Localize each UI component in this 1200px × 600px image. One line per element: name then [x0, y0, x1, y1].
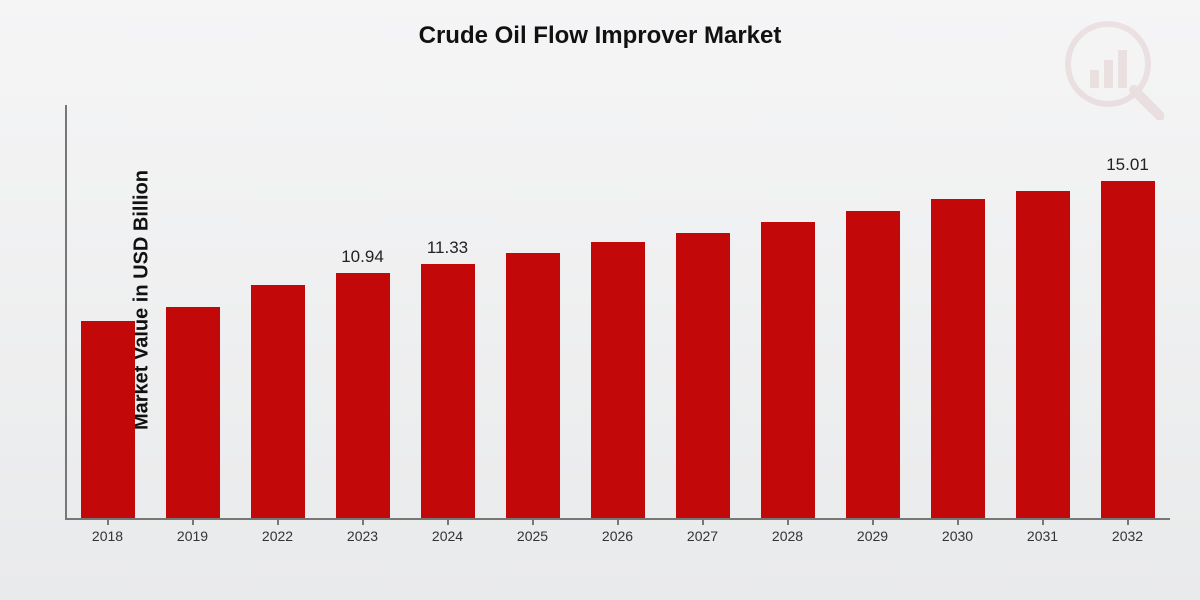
x-tick-label: 2028 [772, 528, 803, 544]
chart-title: Crude Oil Flow Improver Market [0, 22, 1200, 50]
bar-group [676, 233, 730, 518]
x-tick-label: 2019 [177, 528, 208, 544]
bar-group: 15.01 [1101, 181, 1155, 518]
bar-group [506, 253, 560, 518]
bar-group [931, 199, 985, 518]
bar-group [761, 222, 815, 518]
x-tick-label: 2022 [262, 528, 293, 544]
bar [506, 253, 560, 518]
bar [421, 264, 475, 518]
x-tick-label: 2024 [432, 528, 463, 544]
bar-group [81, 321, 135, 518]
bar [1101, 181, 1155, 518]
x-tick-label: 2027 [687, 528, 718, 544]
x-tick-label: 2025 [517, 528, 548, 544]
x-tick-label: 2026 [602, 528, 633, 544]
bar [761, 222, 815, 518]
bar-group: 11.33 [421, 264, 475, 518]
x-tick-label: 2032 [1112, 528, 1143, 544]
bars-container: 10.94 11.33 15.01 [65, 105, 1170, 518]
bar [251, 285, 305, 518]
bar-group [1016, 191, 1070, 519]
bar [336, 273, 390, 518]
x-tick-label: 2018 [92, 528, 123, 544]
bar-value-label: 15.01 [1106, 155, 1149, 175]
x-tick-label: 2031 [1027, 528, 1058, 544]
bar [591, 242, 645, 518]
bar-value-label: 11.33 [427, 238, 468, 258]
bar [1016, 191, 1070, 519]
bar [676, 233, 730, 518]
bar-value-label: 10.94 [341, 247, 384, 267]
bar-group [251, 285, 305, 518]
bar [166, 307, 220, 518]
bar-group [166, 307, 220, 518]
bar [931, 199, 985, 518]
plot-area: 10.9411.3315.01 201820192022202320242025… [65, 105, 1170, 520]
bar [81, 321, 135, 518]
bar-group [846, 211, 900, 518]
bar [846, 211, 900, 518]
bar-group: 10.94 [336, 273, 390, 518]
bar-group [591, 242, 645, 518]
x-tick-label: 2029 [857, 528, 888, 544]
x-tick-label: 2030 [942, 528, 973, 544]
x-tick-label: 2023 [347, 528, 378, 544]
